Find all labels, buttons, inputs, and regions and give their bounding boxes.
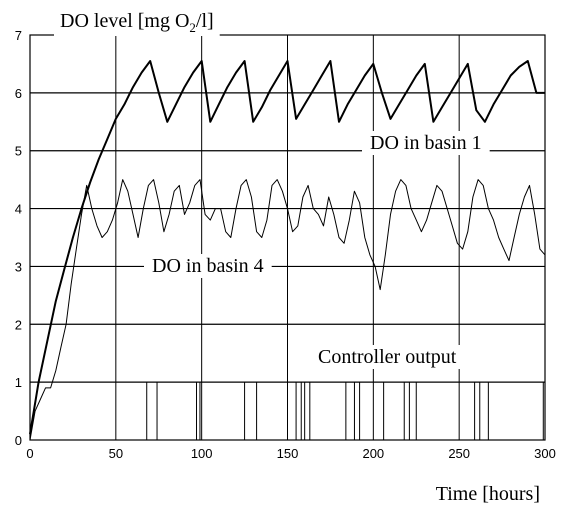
x-tick-label: 300: [534, 446, 556, 461]
x-tick-label: 50: [109, 446, 123, 461]
x-axis-label: Time [hours]: [436, 483, 540, 505]
y-tick-label: 4: [15, 202, 22, 217]
y-tick-label: 1: [15, 375, 22, 390]
series-basin1-line: [29, 60, 545, 435]
y-tick-label: 6: [15, 86, 22, 101]
x-tick-label: 200: [362, 446, 384, 461]
series-basin4-line: [29, 179, 546, 441]
annotation-basin4-label: DO in basin 4: [152, 255, 264, 277]
x-tick-label: 100: [191, 446, 213, 461]
x-tick-label: 0: [26, 446, 33, 461]
title-main: DO level [mg O: [60, 10, 189, 32]
y-tick-label: 2: [15, 317, 22, 332]
title-sub: 2: [189, 20, 196, 35]
annotation-basin4: DO in basin 4: [144, 254, 272, 278]
annotation-basin1: DO in basin 1: [362, 131, 490, 155]
y-tick-label: 5: [15, 144, 22, 159]
grid-lines: [30, 35, 545, 440]
y-tick-label: 3: [15, 259, 22, 274]
chart-title-text: DO level [mg O2/l]: [60, 10, 214, 35]
axis-tick-labels: 0 1 2 3 4 5 6 7 0 50 100 150 200 250 300: [15, 28, 556, 461]
y-tick-label: 7: [15, 28, 22, 43]
x-tick-label: 150: [277, 446, 299, 461]
x-tick-label: 250: [448, 446, 470, 461]
annotation-controller-label: Controller output: [318, 346, 457, 368]
annotation-basin1-label: DO in basin 1: [370, 132, 482, 154]
title-tail: /l]: [196, 10, 214, 32]
series-lines: [29, 60, 546, 441]
plot-frame: [29, 34, 546, 441]
annotation-controller: Controller output: [310, 345, 465, 369]
y-tick-label: 0: [15, 433, 22, 448]
chart-title: DO level [mg O2/l]: [54, 9, 220, 36]
